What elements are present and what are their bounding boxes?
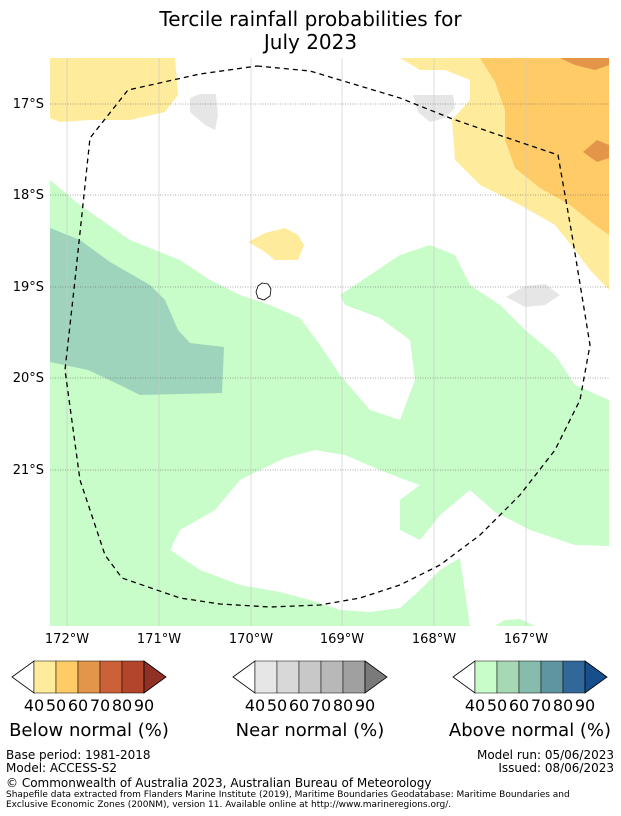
shapefile-credit-line-1: Shapefile data extracted from Flanders M… (6, 790, 570, 800)
colorbar-below-swatch-3 (77, 660, 101, 694)
issued-date: Issued: 08/06/2023 (498, 761, 614, 775)
colorbar-near-tick-40: 40 (245, 696, 265, 715)
colorbar-near-left-arrow (232, 660, 256, 694)
colorbar-near-tick-90: 90 (355, 696, 375, 715)
below-normal-strong-region-top (560, 58, 609, 70)
colorbar-below-tick-90: 90 (134, 696, 154, 715)
lat-label-19s: 19°S (13, 280, 44, 295)
colorbar-near-swatch-3 (298, 660, 322, 694)
colorbar-above-tick-60: 60 (509, 696, 529, 715)
colorbar-near-right-arrow (364, 660, 388, 694)
colorbar-below-swatch-5 (121, 660, 145, 694)
title-line-2: July 2023 (263, 30, 358, 54)
legend-label-above: Above normal (%) (448, 720, 612, 741)
legend-label-near: Near normal (%) (235, 720, 385, 741)
colorbar-above-tick-40: 40 (465, 696, 485, 715)
colorbar-near-normal: 40 50 60 70 80 90 (232, 660, 388, 715)
colorbar-below-normal: 40 50 60 70 80 90 (11, 660, 167, 715)
lat-label-21s: 21°S (13, 463, 44, 478)
below-normal-region-center (248, 228, 304, 260)
colorbar-above-tick-80: 80 (553, 696, 573, 715)
colorbar-near-tick-70: 70 (311, 696, 331, 715)
colorbar-above-swatch-1 (474, 660, 498, 694)
above-normal-strong-region (50, 228, 224, 395)
below-normal-region-nw (50, 58, 178, 122)
colorbar-below-swatch-2 (55, 660, 79, 694)
lat-label-18s: 18°S (13, 188, 44, 203)
colorbar-near-swatch-4 (320, 660, 344, 694)
below-normal-strong-region-mid (583, 140, 609, 162)
model-name: Model: ACCESS-S2 (6, 761, 118, 775)
colorbar-above-swatch-5 (562, 660, 586, 694)
lon-label-172w: 172°W (45, 632, 89, 647)
colorbar-near-swatch-2 (276, 660, 300, 694)
colorbar-below-swatch-4 (99, 660, 123, 694)
colorbar-above-right-arrow (584, 660, 608, 694)
near-normal-region-1 (190, 94, 218, 130)
map-area (50, 58, 609, 626)
colorbar-above-tick-70: 70 (531, 696, 551, 715)
lon-label-170w: 170°W (229, 632, 273, 647)
legend-label-below: Below normal (%) (9, 720, 169, 741)
gridlines (50, 103, 609, 471)
colorbar-below-right-arrow (143, 660, 167, 694)
title-line-1: Tercile rainfall probabilities for (159, 7, 462, 31)
shapefile-credit: Shapefile data extracted from Flanders M… (6, 790, 606, 810)
colorbar-below-tick-50: 50 (46, 696, 66, 715)
island-outline (255, 282, 272, 301)
colorbar-above-normal: 40 50 60 70 80 90 (452, 660, 608, 715)
colorbar-above-swatch-4 (540, 660, 564, 694)
lat-label-20s: 20°S (13, 371, 44, 386)
colorbar-near-tick-60: 60 (289, 696, 309, 715)
colorbar-below-left-arrow (11, 660, 35, 694)
eez-boundary (64, 65, 591, 608)
near-normal-region-3 (506, 284, 560, 307)
colorbar-below-tick-80: 80 (112, 696, 132, 715)
shapefile-credit-line-2: Exclusive Economic Zones (200NM), versio… (6, 800, 452, 810)
colorbar-above-swatch-3 (518, 660, 542, 694)
copyright: © Commonwealth of Australia 2023, Austra… (6, 776, 432, 790)
colorbar-below-tick-40: 40 (24, 696, 44, 715)
lon-label-171w: 171°W (137, 632, 181, 647)
colorbar-above-left-arrow (452, 660, 476, 694)
colorbar-near-tick-80: 80 (333, 696, 353, 715)
lon-label-168w: 168°W (412, 632, 456, 647)
colorbar-below-tick-60: 60 (68, 696, 88, 715)
colorbar-above-swatch-2 (496, 660, 520, 694)
colorbar-above-tick-90: 90 (575, 696, 595, 715)
above-normal-region (50, 180, 609, 626)
colorbar-below-swatch-1 (33, 660, 57, 694)
colorbar-near-swatch-1 (254, 660, 278, 694)
colorbar-above-tick-50: 50 (487, 696, 507, 715)
colorbar-near-swatch-5 (342, 660, 366, 694)
meridians (66, 58, 527, 626)
base-period: Base period: 1981-2018 (6, 748, 151, 762)
lat-label-17s: 17°S (13, 97, 44, 112)
below-normal-moderate-region (480, 58, 609, 235)
model-run: Model run: 05/06/2023 (476, 748, 614, 762)
lon-label-167w: 167°W (504, 632, 548, 647)
lon-label-169w: 169°W (320, 632, 364, 647)
colorbar-near-tick-50: 50 (267, 696, 287, 715)
colorbar-below-tick-70: 70 (90, 696, 110, 715)
above-normal-region-small (495, 619, 535, 626)
